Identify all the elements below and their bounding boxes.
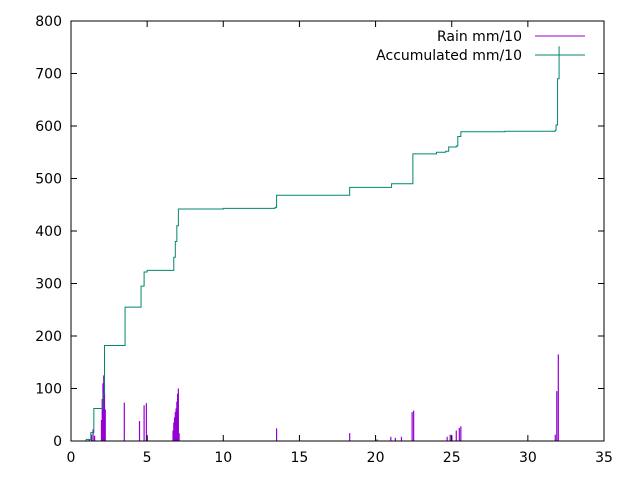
axis-ticks	[70, 20, 605, 442]
legend-label: Rain mm/10	[437, 29, 522, 45]
x-tick-label: 10	[214, 450, 232, 466]
x-tick-label: 5	[143, 450, 152, 466]
accumulated-steps	[81, 46, 560, 442]
tick-labels: 0 5 10 15 20 25 30 35 0 100 200 300 400 500 600 700 800	[35, 14, 613, 466]
legend: Rain mm/10 Accumulated mm/10	[376, 29, 585, 64]
y-tick-label: 200	[35, 329, 62, 345]
x-tick-label: 30	[519, 450, 537, 466]
x-tick-label: 15	[291, 450, 309, 466]
accumulated-line	[81, 46, 560, 442]
y-tick-label: 300	[35, 277, 62, 293]
y-tick-label: 700	[35, 67, 62, 83]
x-tick-label: 35	[595, 450, 613, 466]
y-tick-label: 800	[35, 14, 62, 30]
y-tick-label: 400	[35, 224, 62, 240]
x-tick-label: 0	[67, 450, 76, 466]
y-tick-label: 0	[53, 434, 62, 450]
rain-impulses	[88, 354, 559, 441]
x-tick-label: 25	[443, 450, 461, 466]
x-tick-label: 20	[367, 450, 385, 466]
y-tick-label: 100	[35, 382, 62, 398]
y-tick-label: 500	[35, 172, 62, 188]
plot-frame	[70, 20, 605, 442]
y-tick-label: 600	[35, 119, 62, 135]
legend-label: Accumulated mm/10	[376, 48, 522, 64]
